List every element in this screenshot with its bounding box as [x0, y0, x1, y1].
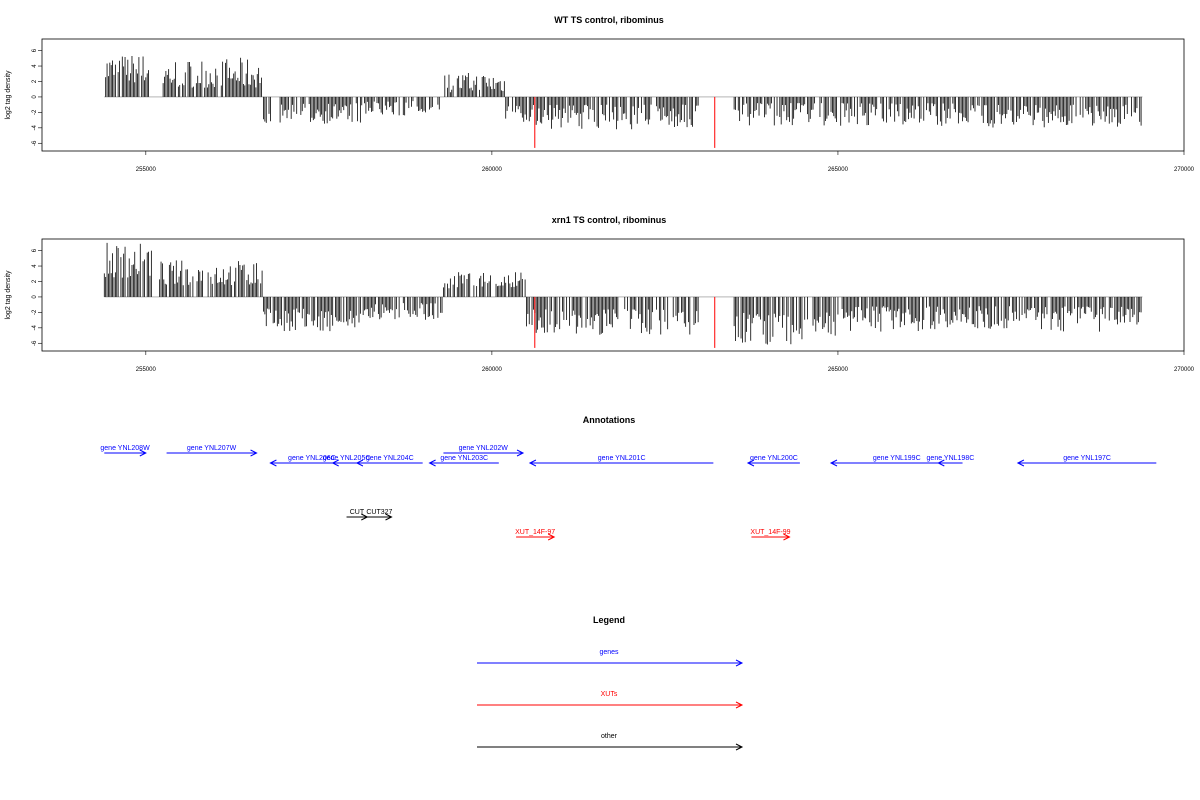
annotation-arrow-head — [528, 459, 537, 467]
xrn1-x-tick-label: 265000 — [828, 367, 849, 373]
annotation-feature: gene YNL202W — [443, 445, 525, 457]
legend-arrow-head — [735, 743, 744, 751]
annotation-label: gene YNL207W — [187, 445, 237, 452]
annotation-feature: XUT_14F-97 — [515, 529, 556, 541]
wt-panel-frame — [41, 38, 1185, 152]
wt-markers — [534, 96, 716, 148]
wt-x-tick-label: 265000 — [828, 167, 849, 173]
annotation-feature: CUT — [346, 509, 369, 521]
annotation-arrow-head — [746, 459, 755, 467]
annotation-label: CUT327 — [366, 509, 392, 516]
annotation-feature: gene YNL198C — [927, 455, 975, 467]
annotation-arrow-head — [139, 449, 147, 457]
xrn1-panel-title: xrn1 TS control, ribominus — [552, 215, 667, 225]
xrn1-x-tick-label: 260000 — [482, 367, 503, 373]
annotation-arrow-head — [783, 533, 791, 541]
wt-bars — [104, 56, 1143, 130]
legend-label: other — [601, 733, 618, 740]
annotation-feature: gene YNL201C — [528, 455, 714, 467]
annotation-arrow-head — [269, 459, 277, 467]
annotations-title: Annotations — [583, 415, 636, 425]
wt-y-tick-label: 6 — [32, 48, 38, 52]
annotation-arrow-head — [1016, 459, 1025, 467]
annotation-label: gene YNL201C — [598, 455, 646, 462]
annotation-label: XUT_14F-99 — [750, 529, 790, 536]
wt-y-tick-label: -4 — [32, 125, 38, 131]
xrn1-y-axis-label: log2 tag density — [5, 270, 12, 320]
wt-x-tick-label: 270000 — [1174, 167, 1195, 173]
annotation-label: gene YNL203C — [440, 455, 488, 462]
legend-item-genes: genes — [477, 649, 744, 667]
xrn1-y-tick-label: 0 — [32, 295, 38, 299]
legend-label: XUTs — [601, 691, 618, 698]
annotation-feature: gene YNL203C — [428, 455, 499, 467]
legend-items: genes XUTs other — [477, 649, 744, 751]
annotation-feature: XUT_14F-99 — [750, 529, 791, 541]
annotation-feature: gene YNL197C — [1016, 455, 1157, 467]
xrn1-markers — [534, 296, 716, 348]
xrn1-bars — [103, 242, 1143, 345]
wt-y-tick-label: -6 — [32, 140, 38, 146]
annotation-arrow-head — [516, 449, 525, 457]
wt-y-tick-label: 2 — [32, 79, 38, 83]
xrn1-y-tick-label: 2 — [32, 279, 38, 283]
annotation-feature: gene YNL207W — [166, 445, 258, 457]
annotation-label: CUT — [350, 509, 365, 516]
wt-y-tick-label: -2 — [32, 109, 38, 115]
annotation-label: gene YNL208W — [100, 445, 150, 452]
annotation-label: gene YNL200C — [750, 455, 798, 462]
xrn1-y-tick-label: -6 — [32, 340, 38, 346]
annotation-feature: gene YNL200C — [746, 455, 800, 467]
xrn1-y-tick-label: 4 — [32, 264, 38, 268]
annotation-feature: gene YNL208W — [100, 445, 150, 457]
xrn1-y-tick-label: -2 — [32, 309, 38, 315]
legend-title: Legend — [593, 615, 625, 625]
annotations-panel: Annotations gene YNL208W gene YNL207W gene… — [100, 415, 1157, 541]
annotation-label: gene YNL206C — [288, 455, 336, 462]
annotation-label: gene YNL197C — [1063, 455, 1111, 462]
annotation-arrow-head — [547, 533, 556, 541]
wt-y-ticks: 6 4 2 0 -2 -4 -6 — [32, 48, 42, 146]
annotation-arrow-head — [937, 459, 945, 467]
legend-item-XUTs: XUTs — [477, 691, 744, 709]
annotation-arrow-head — [250, 449, 258, 457]
xrn1-x-tick-label: 255000 — [136, 367, 157, 373]
wt-panel-title: WT TS control, ribominus — [554, 15, 664, 25]
xrn1-y-tick-label: 6 — [32, 248, 38, 252]
xrn1-x-tick-label: 270000 — [1174, 367, 1195, 373]
annotation-arrow-head — [385, 513, 393, 521]
annotation-label: gene YNL204C — [366, 455, 414, 462]
legend-label: genes — [599, 649, 619, 656]
annotation-feature: CUT327 — [366, 509, 393, 521]
annotation-label: gene YNL202W — [459, 445, 509, 452]
wt-y-axis-label: log2 tag density — [5, 70, 12, 120]
legend-item-other: other — [477, 733, 744, 751]
wt-x-tick-label: 255000 — [136, 167, 157, 173]
xrn1-panel-frame — [41, 238, 1185, 352]
annotation-label: gene YNL205C — [323, 455, 371, 462]
wt-x-ticks: 255000 260000 265000 270000 — [136, 151, 1195, 173]
wt-x-tick-label: 260000 — [482, 167, 503, 173]
annotation-feature: gene YNL204C — [355, 455, 423, 467]
annotation-arrow-head — [355, 459, 364, 467]
annotation-arrow-head — [331, 459, 339, 467]
annotation-feature: gene YNL205C — [323, 455, 371, 467]
annotation-arrow-head — [428, 459, 436, 467]
annotation-arrow-head — [829, 459, 838, 467]
annotation-label: XUT_14F-97 — [515, 529, 555, 536]
legend-arrow-head — [735, 701, 744, 709]
legend-panel: Legend genes XUTs other — [477, 615, 744, 751]
xrn1-y-tick-label: -4 — [32, 325, 38, 331]
xrn1-y-ticks: 6 4 2 0 -2 -4 -6 — [32, 248, 42, 346]
xrn1-x-ticks: 255000 260000 265000 270000 — [136, 351, 1195, 373]
xrn1-panel: xrn1 TS control, ribominus log2 tag dens… — [5, 215, 1195, 373]
wt-panel: WT TS control, ribominus log2 tag densit… — [5, 15, 1195, 173]
annotation-label: gene YNL198C — [927, 455, 975, 462]
annotation-label: gene YNL199C — [873, 455, 921, 462]
wt-y-tick-label: 0 — [32, 95, 38, 99]
wt-y-tick-label: 4 — [32, 64, 38, 68]
legend-arrow-head — [735, 659, 744, 667]
